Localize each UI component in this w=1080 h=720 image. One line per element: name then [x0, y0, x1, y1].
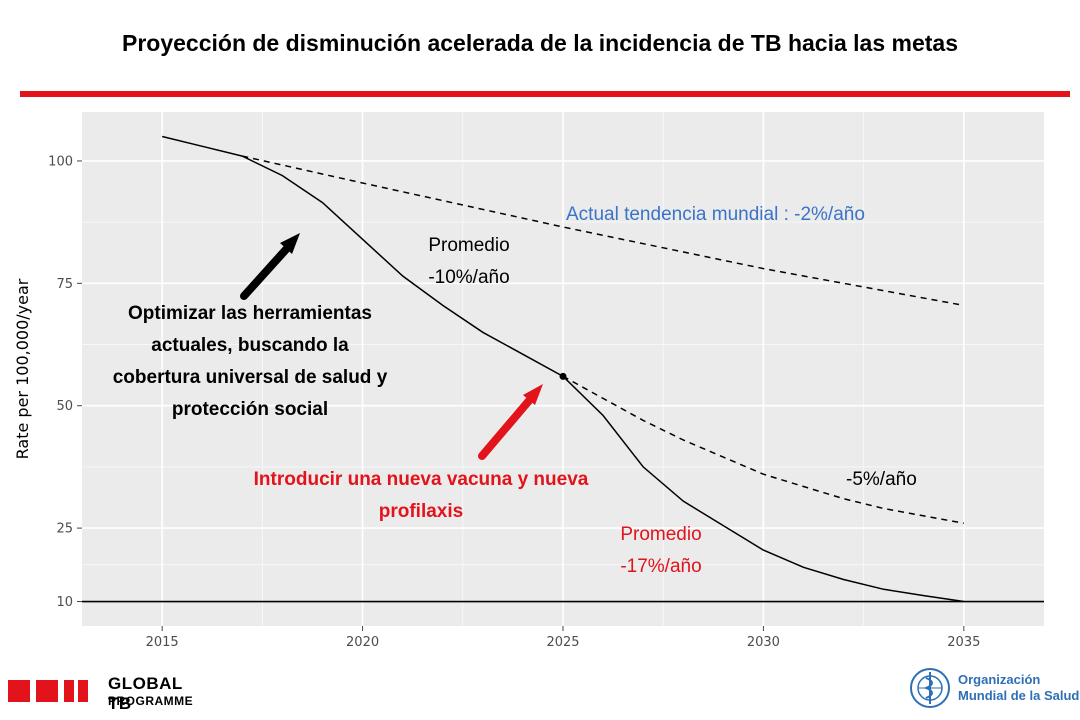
- average-17-line1: Promedio: [620, 524, 702, 545]
- five-pct-label: -5%/año: [846, 469, 917, 490]
- vaccine-note: Introducir una nueva vacuna y nueva prof…: [196, 464, 646, 528]
- slide-title: Proyección de disminución acelerada de l…: [122, 30, 958, 56]
- logo-square-2: [36, 680, 58, 702]
- x-tick-label: 2015: [146, 635, 179, 650]
- average-17-line2: -17%/año: [620, 556, 702, 577]
- projection-start-point: [559, 372, 567, 380]
- arrow-optimize: [240, 233, 300, 300]
- logo-square-4: [78, 680, 88, 702]
- y-axis-label: Rate per 100,000/year: [13, 278, 32, 459]
- who-name-line1: Organización: [958, 672, 1041, 687]
- optimize-line-2: actuales, buscando la: [151, 335, 349, 356]
- x-tick-label: 2035: [947, 635, 980, 650]
- optimize-tools-note: Optimizar las herramientas actuales, bus…: [70, 298, 430, 426]
- title-divider: [20, 91, 1070, 97]
- vaccine-line-2: profilaxis: [378, 501, 464, 522]
- optimize-line-4: protección social: [171, 399, 329, 420]
- optimize-line-1: Optimizar las herramientas: [128, 303, 372, 324]
- y-tick-label: 100: [48, 154, 73, 169]
- highlight-point-group: [559, 372, 567, 380]
- y-tick-label: 25: [56, 522, 73, 537]
- logo-square-1: [8, 680, 30, 702]
- average-10-line2: -10%/año: [428, 267, 510, 288]
- series-line-2: [242, 155, 964, 307]
- logo-square-3: [64, 680, 74, 702]
- y-tick-label: 75: [56, 277, 73, 292]
- programme-text: PROGRAMME: [108, 694, 194, 708]
- incidence-projection-chart: 2015 2020 2025 2030 2035 10 25 50 75 100 Rate per…: [13, 112, 1044, 650]
- x-tick-label: 2025: [546, 635, 579, 650]
- trend-label: Actual tendencia mundial : -2%/año: [566, 204, 865, 225]
- arrow-vaccine: [478, 384, 543, 460]
- x-tick-label: 2030: [747, 635, 780, 650]
- average-10-line1: Promedio: [428, 235, 510, 256]
- who-logo: Organización Mundial de la Salud: [906, 666, 1080, 710]
- y-tick-label: 50: [56, 399, 73, 414]
- y-tick-label: 10: [56, 595, 73, 610]
- x-tick-label: 2020: [346, 635, 379, 650]
- who-name-line2: Mundial de la Salud: [958, 688, 1080, 703]
- series-line-3: [562, 375, 964, 524]
- who-emblem-icon: [910, 668, 950, 708]
- axis-ticks: 2015 2020 2025 2030 2035 10 25 50 75 100: [48, 154, 980, 650]
- optimize-line-3: cobertura universal de salud y: [112, 367, 388, 388]
- average-10-label: Promedio -10%/año: [404, 230, 534, 294]
- global-tb-text: GLOBAL TB: [108, 674, 183, 713]
- vaccine-line-1: Introducir una nueva vacuna y nueva: [253, 469, 589, 490]
- average-17-label: Promedio -17%/año: [596, 519, 726, 583]
